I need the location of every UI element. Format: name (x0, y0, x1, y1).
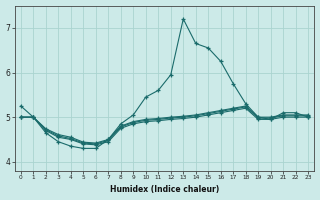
X-axis label: Humidex (Indice chaleur): Humidex (Indice chaleur) (110, 185, 219, 194)
